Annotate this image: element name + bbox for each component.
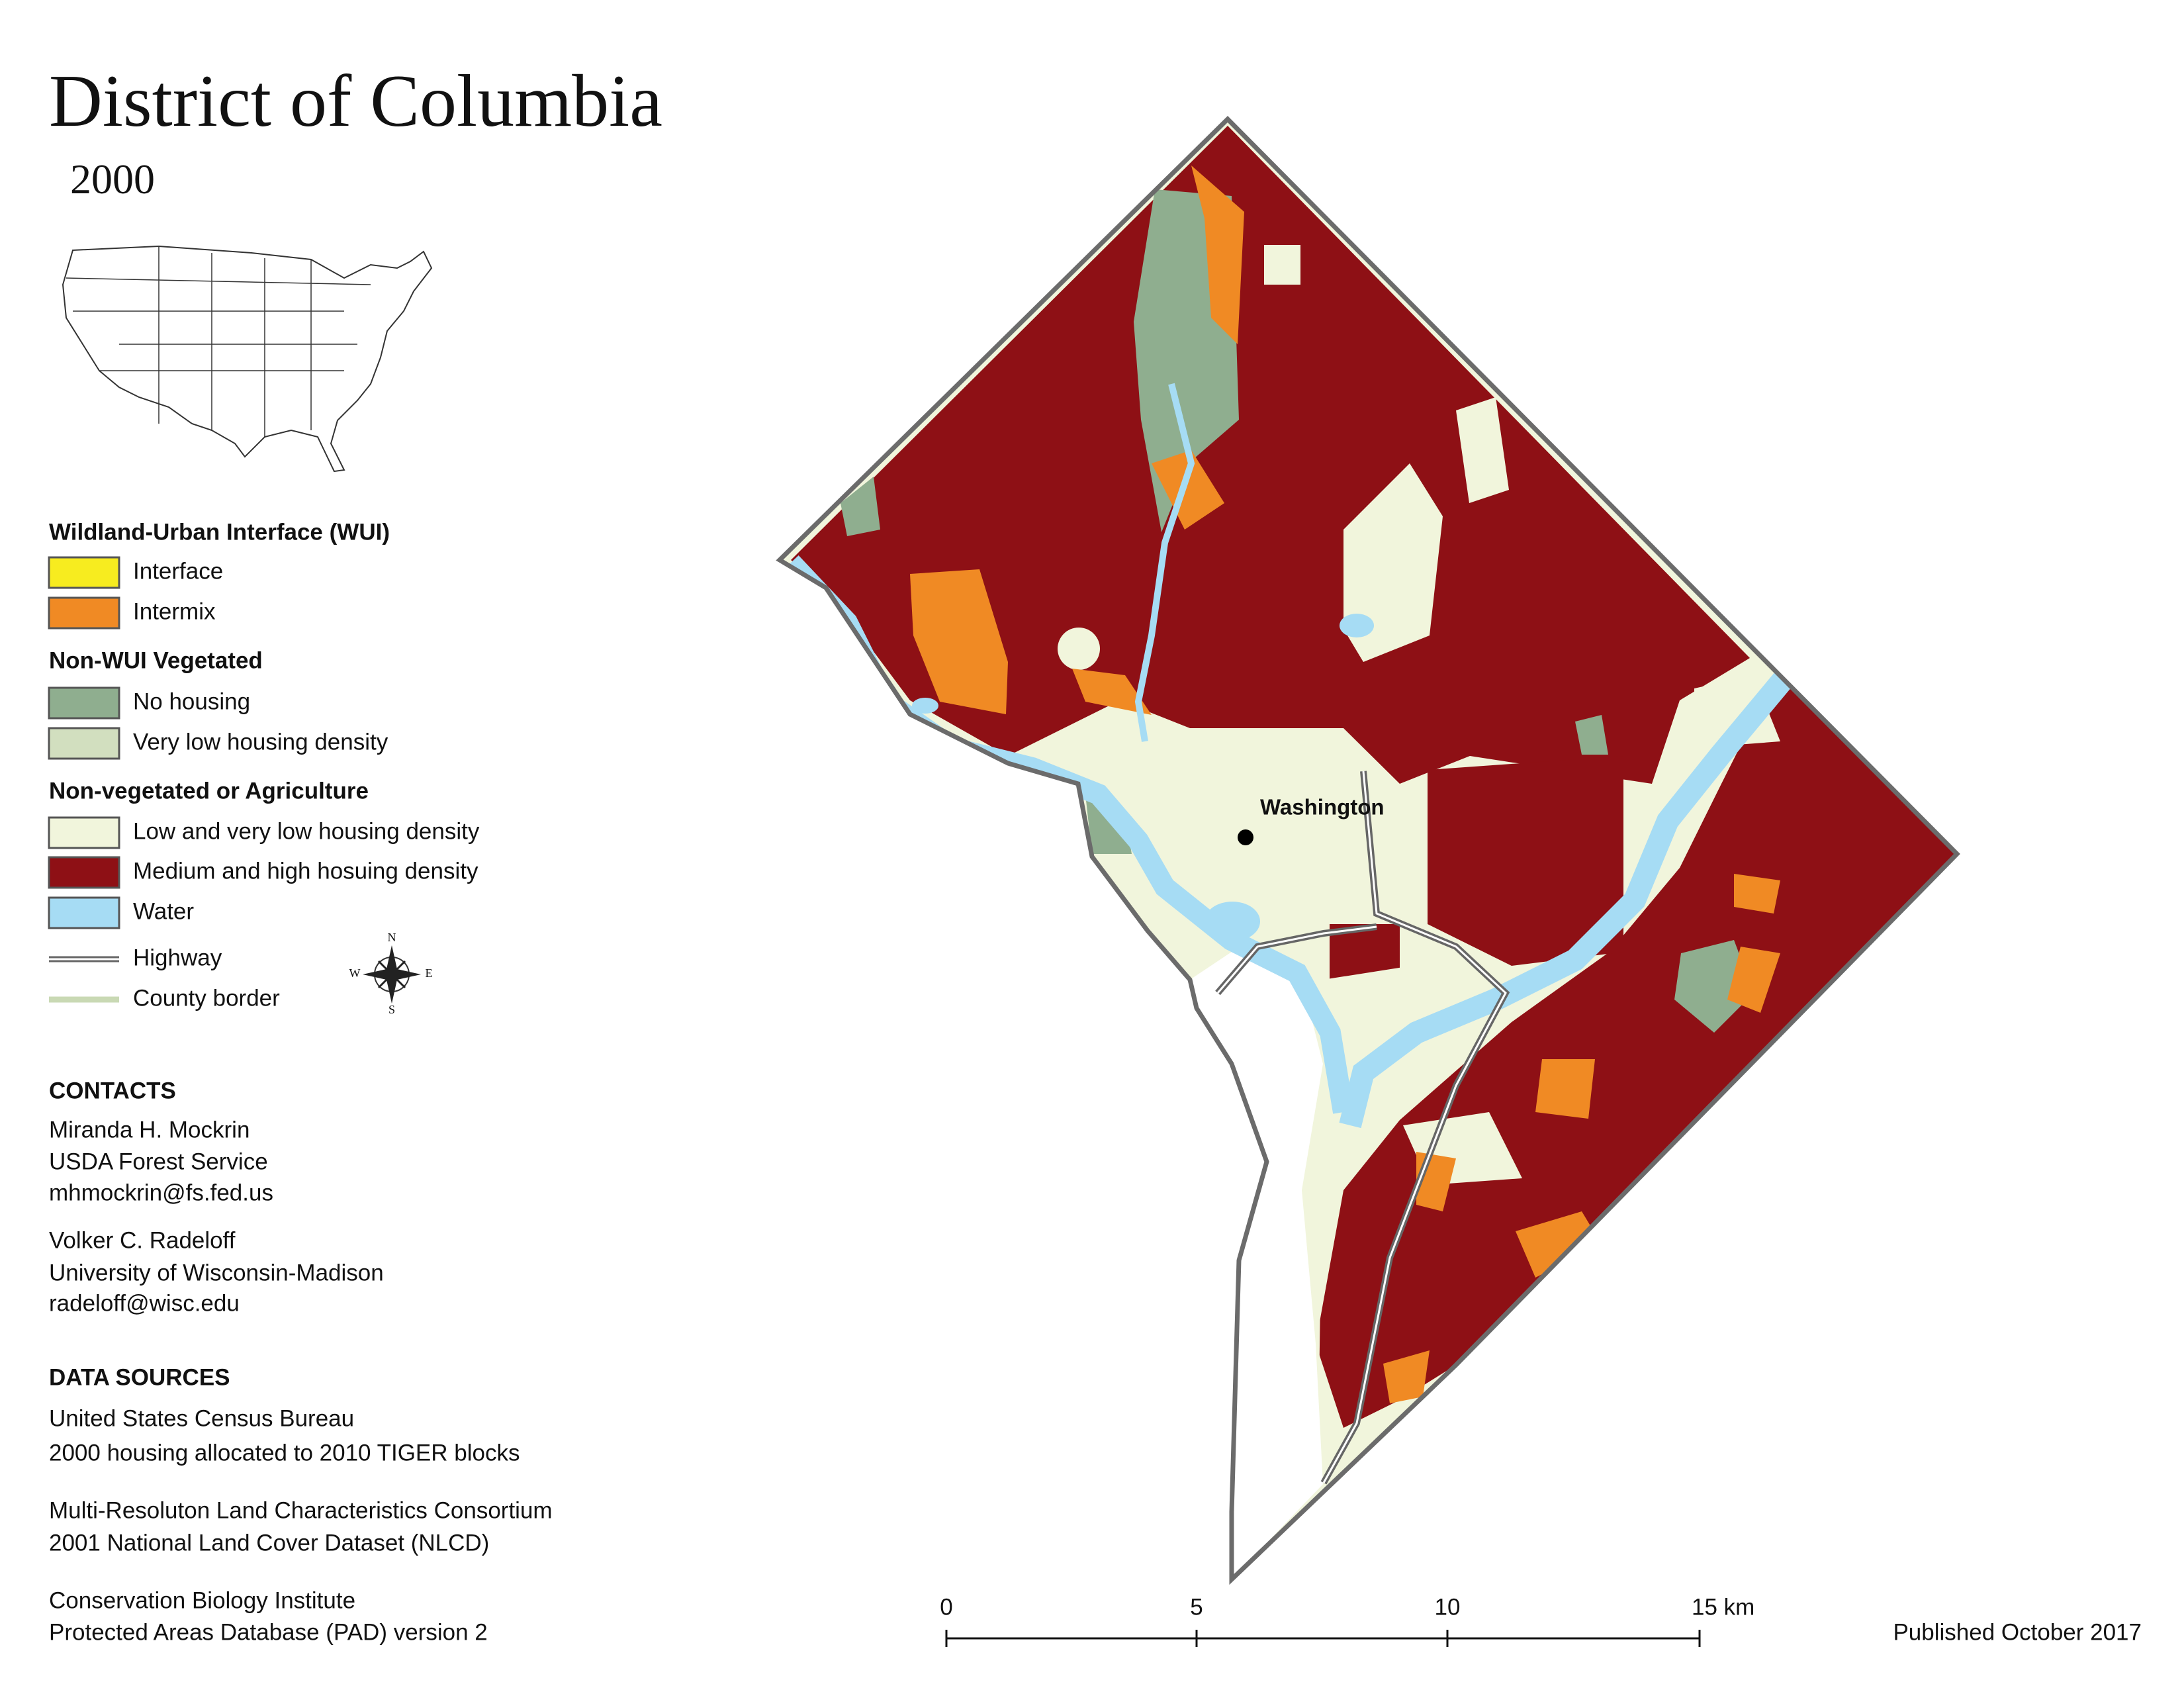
legend-item: Intermix <box>133 598 216 624</box>
dc-border <box>776 116 1960 1585</box>
city-marker <box>1238 829 1253 845</box>
legend-item: No housing <box>133 688 250 714</box>
place-label: Washington <box>1260 795 1385 820</box>
published-note: Published October 2017 <box>1893 1619 2142 1645</box>
compass-label: E <box>426 966 433 980</box>
scale-bar <box>945 1630 1701 1647</box>
contact-line: Volker C. Radeloff <box>49 1227 236 1253</box>
legend-swatch <box>48 727 120 760</box>
contact-line: University of Wisconsin-Madison <box>49 1260 384 1286</box>
scale-label: 0 <box>940 1594 952 1620</box>
compass <box>363 945 421 1004</box>
source-line: 2001 National Land Cover Dataset (NLCD) <box>49 1530 489 1556</box>
compass-label: S <box>388 1003 395 1016</box>
contact-line: mhmockrin@fs.fed.us <box>49 1180 273 1205</box>
source-line: United States Census Bureau <box>49 1405 354 1431</box>
source-line: 2000 housing allocated to 2010 TIGER blo… <box>49 1440 520 1466</box>
legend-swatch <box>48 816 120 849</box>
legend-swatch <box>48 686 120 720</box>
contact-line: USDA Forest Service <box>49 1149 268 1174</box>
contacts-heading: CONTACTS <box>49 1078 176 1103</box>
legend-item: Water <box>133 898 194 924</box>
legend-item: Medium and high hosuing density <box>133 858 478 884</box>
legend-swatch <box>48 596 120 630</box>
scale-label: 10 <box>1435 1594 1461 1620</box>
legend-item: County border <box>133 985 280 1011</box>
contact-line: radeloff@wisc.edu <box>49 1290 240 1316</box>
source-line: Protected Areas Database (PAD) version 2 <box>49 1619 488 1645</box>
scale-label: 15 km <box>1692 1594 1754 1620</box>
scale-label: 5 <box>1190 1594 1203 1620</box>
legend-swatch <box>48 896 120 929</box>
contact-line: Miranda H. Mockrin <box>49 1117 250 1143</box>
legend-heading: Non-WUI Vegetated <box>49 647 263 673</box>
source-line: Conservation Biology Institute <box>49 1587 355 1613</box>
compass-label: W <box>349 966 361 980</box>
source-line: Multi-Resoluton Land Characteristics Con… <box>49 1497 553 1523</box>
legend-swatch <box>48 556 120 589</box>
compass-label: N <box>388 931 396 944</box>
legend-item: Highway <box>133 945 222 970</box>
legend-item: Low and very low housing density <box>133 818 480 844</box>
subtitle: 2000 <box>70 156 155 203</box>
sources-heading: DATA SOURCES <box>49 1364 230 1390</box>
title: District of Columbia <box>49 60 662 142</box>
legend-swatch <box>48 856 120 889</box>
legend-heading: Non-vegetated or Agriculture <box>49 778 369 804</box>
legend-heading: Wildland-Urban Interface (WUI) <box>49 519 390 545</box>
legend-item: Interface <box>133 558 223 584</box>
us-inset <box>62 245 433 473</box>
legend-item: Very low housing density <box>133 729 388 755</box>
